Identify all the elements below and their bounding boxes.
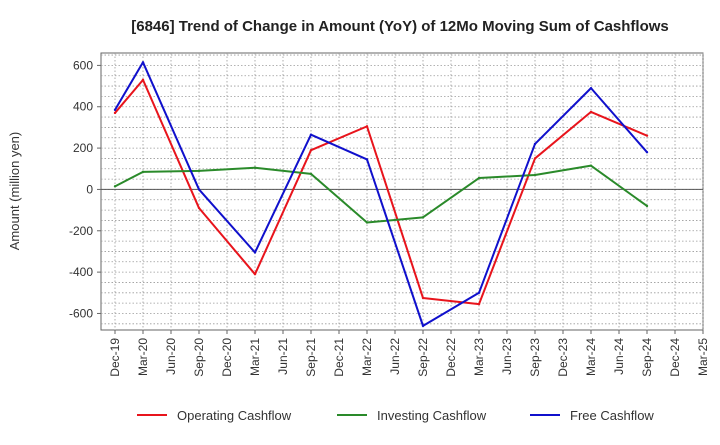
legend-label: Investing Cashflow (377, 408, 487, 423)
x-tick-label: Mar-20 (136, 338, 150, 376)
data-point-free-cashflow (533, 142, 537, 146)
data-point-operating-cashflow (365, 125, 369, 128)
y-tick-label: -400 (69, 265, 93, 279)
data-point-operating-cashflow (589, 110, 593, 114)
x-tick-label: Mar-24 (584, 338, 598, 376)
data-point-operating-cashflow (253, 272, 257, 276)
data-point-free-cashflow (113, 108, 117, 112)
y-tick-label: 200 (73, 141, 93, 155)
data-point-investing-cashflow (141, 170, 145, 174)
data-point-investing-cashflow (533, 173, 537, 177)
grid (101, 53, 704, 330)
y-axis-ticks: 600 400 200 0 -200 -400 -600 (69, 58, 101, 320)
series-layer (113, 61, 649, 328)
data-point-operating-cashflow (533, 157, 537, 160)
legend-item-investing-cashflow: Investing Cashflow (337, 408, 487, 423)
data-point-free-cashflow (421, 324, 425, 328)
x-tick-label: Jun-24 (612, 338, 626, 375)
x-tick-label: Dec-19 (108, 338, 122, 377)
legend-item-free-cashflow: Free Cashflow (530, 408, 654, 423)
data-point-investing-cashflow (421, 216, 425, 219)
y-axis-label: Amount (million yen) (7, 132, 22, 251)
data-point-operating-cashflow (645, 134, 649, 137)
x-tick-label: Sep-22 (416, 338, 430, 377)
data-point-free-cashflow (253, 251, 257, 254)
y-tick-label: -600 (69, 306, 93, 320)
legend-item-operating-cashflow: Operating Cashflow (137, 408, 292, 423)
x-tick-label: Mar-25 (696, 338, 710, 376)
data-point-investing-cashflow (477, 176, 481, 180)
x-tick-label: Dec-23 (556, 338, 570, 377)
data-point-investing-cashflow (365, 221, 369, 224)
legend: Operating Cashflow Investing Cashflow Free… (137, 408, 654, 423)
data-point-investing-cashflow (589, 164, 593, 167)
x-tick-label: Dec-24 (668, 338, 682, 377)
y-tick-label: -200 (69, 224, 93, 238)
x-tick-label: Jun-23 (500, 338, 514, 375)
data-point-free-cashflow (477, 291, 481, 294)
data-point-operating-cashflow (421, 296, 425, 300)
x-tick-label: Dec-20 (220, 338, 234, 377)
data-point-operating-cashflow (141, 78, 145, 82)
data-point-free-cashflow (309, 133, 313, 136)
data-point-investing-cashflow (113, 185, 117, 188)
data-point-investing-cashflow (197, 169, 201, 173)
data-point-free-cashflow (645, 151, 649, 154)
data-point-operating-cashflow (113, 111, 117, 115)
y-tick-label: 600 (73, 58, 93, 72)
x-tick-label: Sep-20 (192, 338, 206, 377)
data-point-investing-cashflow (309, 172, 313, 176)
x-tick-label: Mar-22 (360, 338, 374, 376)
y-tick-label: 400 (73, 100, 93, 114)
x-tick-label: Sep-23 (528, 338, 542, 377)
y-tick-label: 0 (86, 182, 93, 196)
x-tick-label: Mar-21 (248, 338, 262, 376)
x-tick-label: Sep-21 (304, 338, 318, 377)
x-tick-label: Dec-21 (332, 338, 346, 377)
x-tick-label: Jun-20 (164, 338, 178, 375)
x-tick-label: Sep-24 (640, 338, 654, 377)
data-point-operating-cashflow (477, 302, 481, 306)
legend-label: Free Cashflow (570, 408, 654, 423)
x-tick-label: Dec-22 (444, 338, 458, 377)
x-tick-label: Mar-23 (472, 338, 486, 376)
data-point-operating-cashflow (309, 148, 313, 152)
x-axis-ticks: Dec-19 Mar-20 Jun-20 Sep-20 Dec-20 Mar-21 Jun-… (108, 330, 710, 377)
data-point-free-cashflow (365, 158, 369, 161)
legend-label: Operating Cashflow (177, 408, 292, 423)
x-tick-label: Jun-21 (276, 338, 290, 375)
data-point-operating-cashflow (197, 206, 201, 210)
data-point-free-cashflow (589, 86, 593, 90)
data-point-free-cashflow (197, 188, 201, 191)
x-tick-label: Jun-22 (388, 338, 402, 375)
data-point-investing-cashflow (645, 204, 649, 208)
chart-title: [6846] Trend of Change in Amount (YoY) o… (131, 18, 669, 35)
data-point-investing-cashflow (253, 166, 257, 169)
data-point-free-cashflow (141, 61, 145, 64)
